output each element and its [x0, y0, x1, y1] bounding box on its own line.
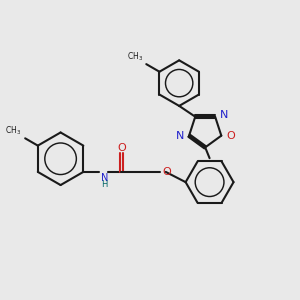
- Text: CH$_3$: CH$_3$: [127, 50, 143, 63]
- Text: O: O: [162, 167, 171, 177]
- Text: N: N: [220, 110, 228, 120]
- Text: CH$_3$: CH$_3$: [5, 124, 22, 136]
- Text: O: O: [226, 131, 235, 141]
- Text: H: H: [101, 180, 108, 189]
- Text: N: N: [176, 131, 184, 141]
- Text: N: N: [101, 173, 109, 183]
- Text: O: O: [117, 143, 126, 153]
